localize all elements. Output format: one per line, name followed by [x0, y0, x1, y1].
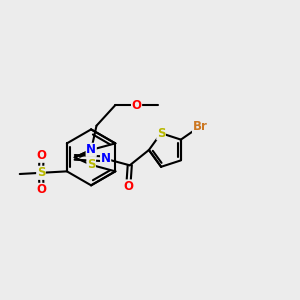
Text: O: O — [37, 149, 46, 162]
Text: O: O — [37, 183, 46, 196]
Text: S: S — [157, 127, 165, 140]
Text: N: N — [86, 143, 96, 156]
Text: S: S — [87, 158, 95, 171]
Text: S: S — [37, 166, 45, 179]
Text: O: O — [123, 180, 133, 193]
Text: O: O — [131, 99, 142, 112]
Text: N: N — [100, 152, 111, 165]
Text: Br: Br — [193, 120, 207, 133]
